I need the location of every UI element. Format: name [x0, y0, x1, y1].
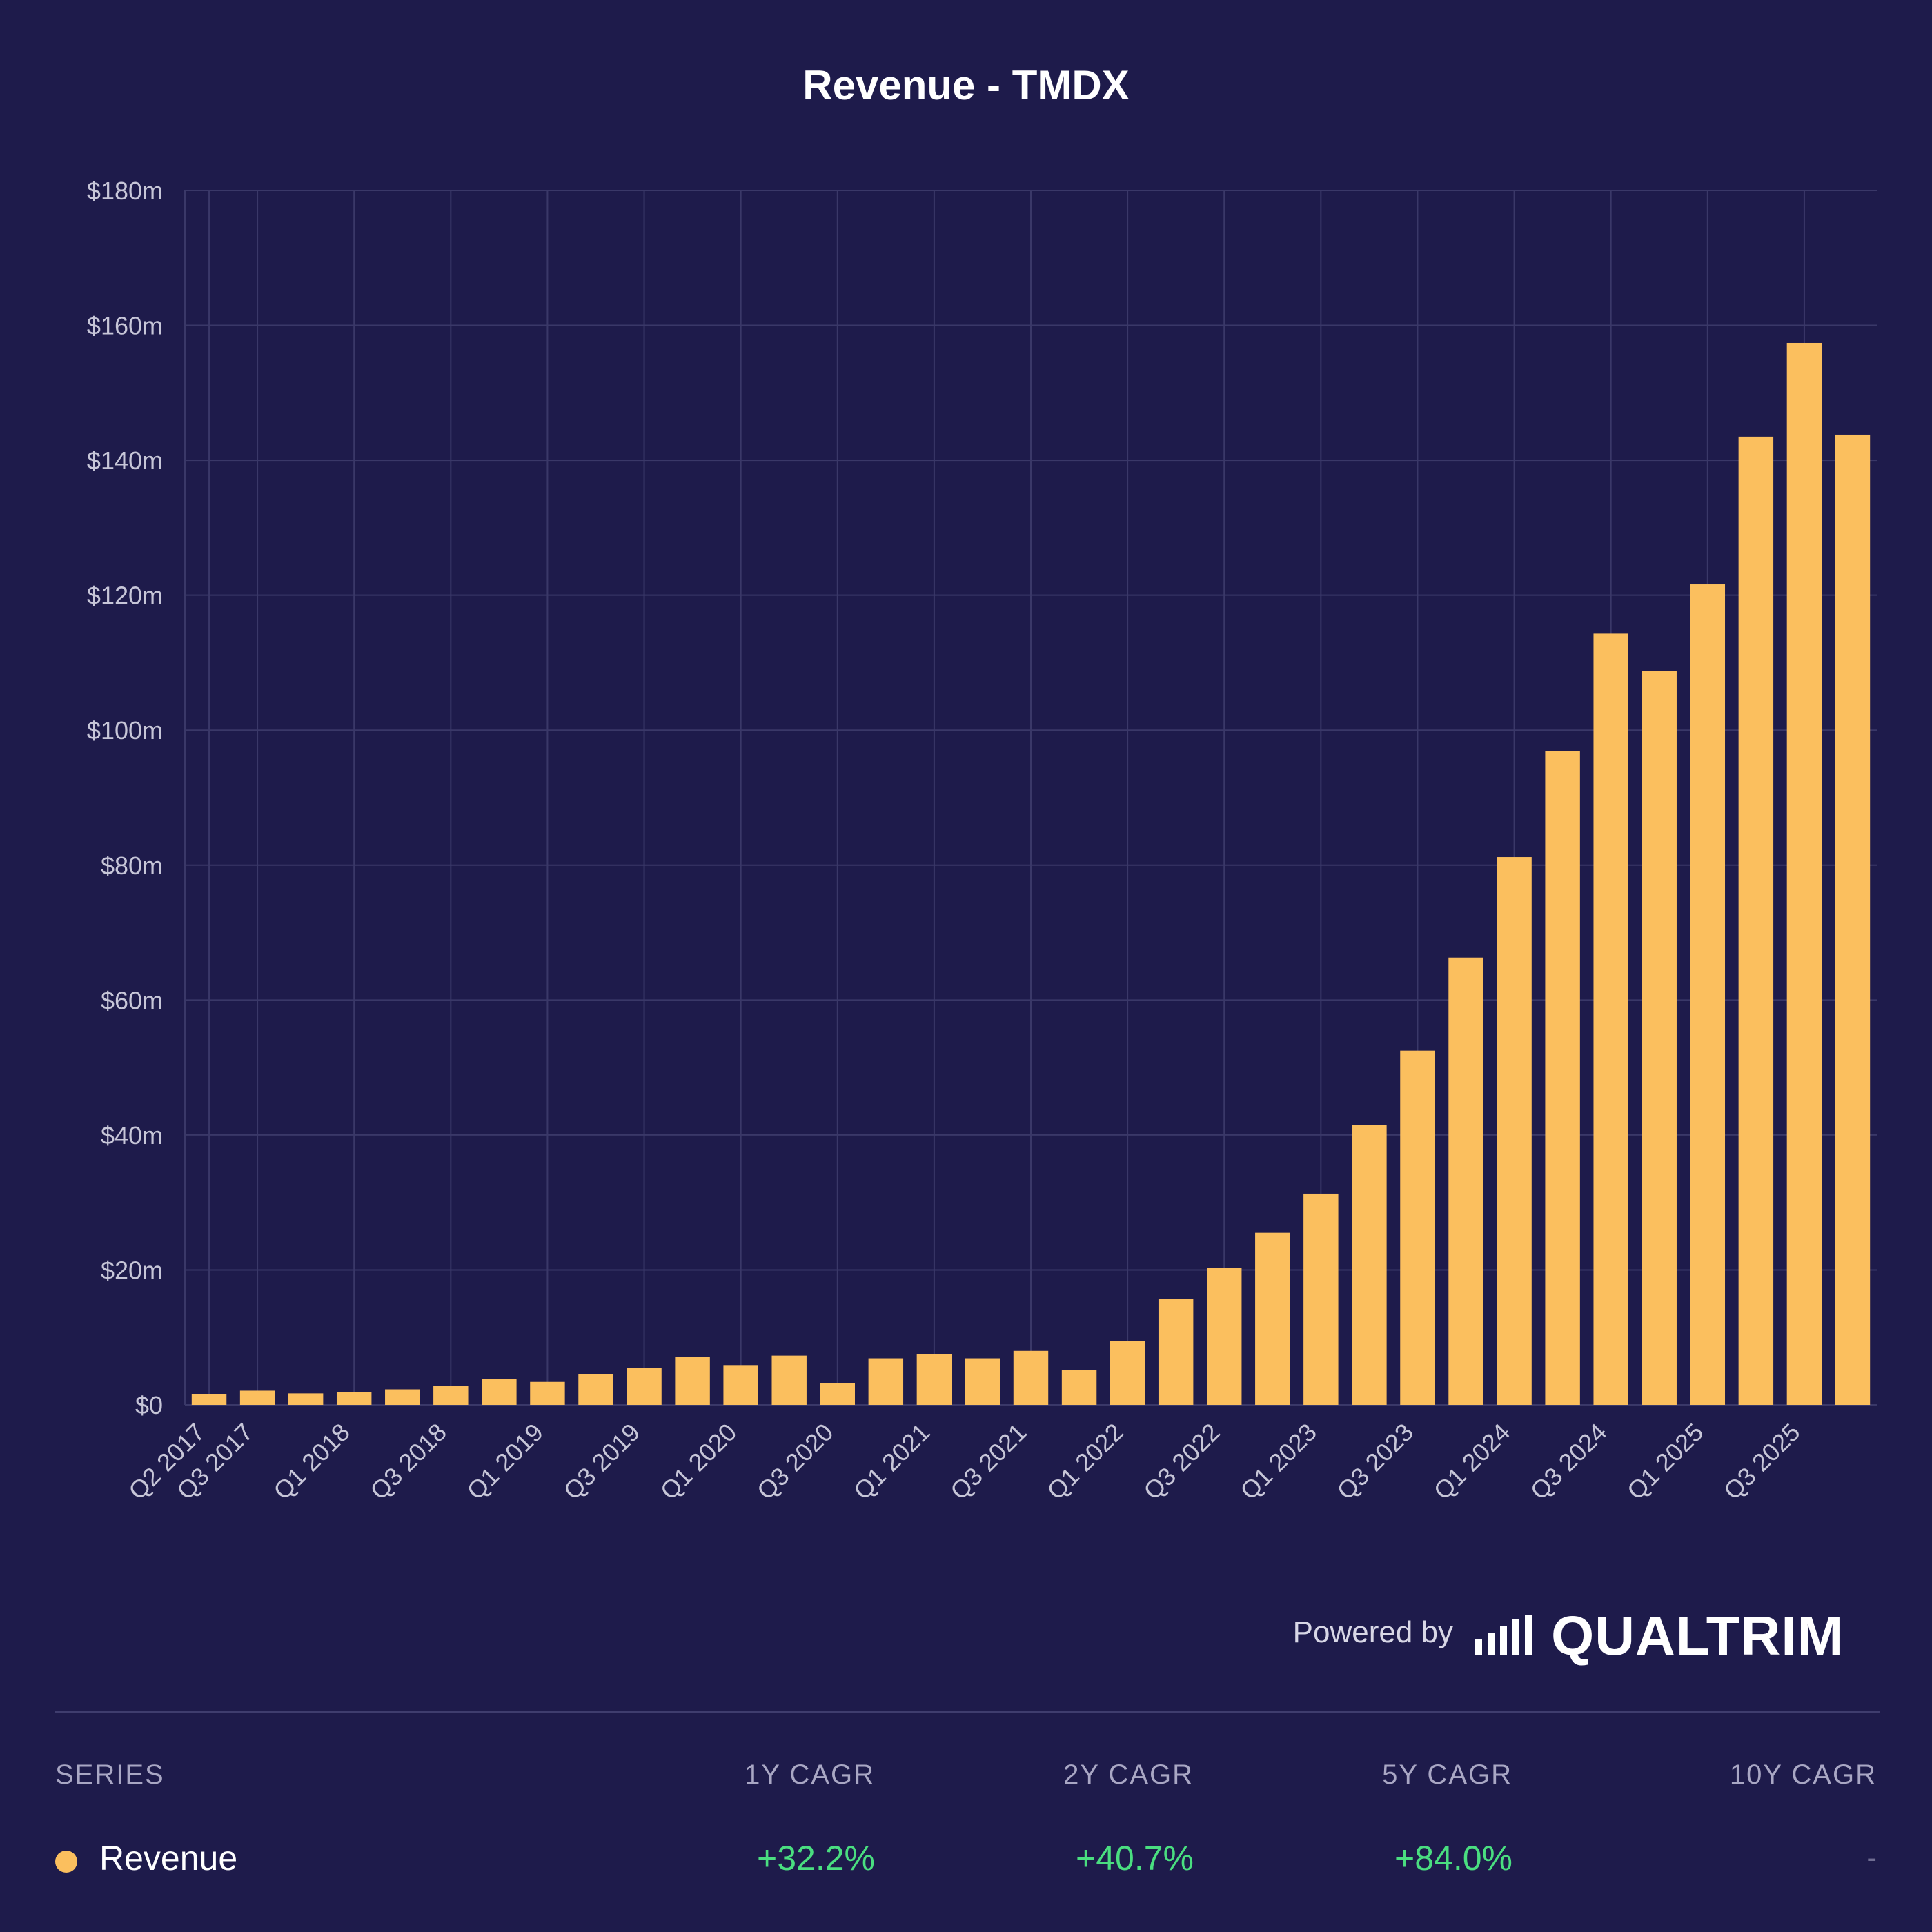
bar[interactable] — [1835, 434, 1871, 1405]
x-tick-label: Q3 2021 — [945, 1418, 1032, 1506]
bar[interactable] — [723, 1365, 758, 1405]
x-tick-label: Q3 2020 — [751, 1418, 839, 1506]
header-10y-cagr: 10Y CAGR — [1729, 1759, 1877, 1790]
x-tick-label: Q1 2019 — [461, 1418, 549, 1506]
divider — [55, 1711, 1880, 1713]
bar[interactable] — [1400, 1050, 1435, 1405]
y-tick-label: $160m — [87, 312, 163, 340]
bar[interactable] — [771, 1355, 807, 1405]
bar[interactable] — [1690, 584, 1726, 1405]
bar[interactable] — [1352, 1125, 1387, 1405]
bar[interactable] — [1497, 857, 1532, 1405]
bar[interactable] — [1255, 1232, 1290, 1405]
x-tick-label: Q3 2023 — [1331, 1418, 1419, 1506]
bar[interactable] — [868, 1358, 904, 1405]
y-tick-label: $80m — [101, 851, 163, 880]
qualtrim-bars-icon — [1475, 1615, 1532, 1655]
x-tick-label: Q1 2022 — [1041, 1418, 1129, 1506]
y-tick-label: $20m — [101, 1256, 163, 1284]
x-tick-label: Q3 2024 — [1525, 1418, 1613, 1506]
bar[interactable] — [1013, 1350, 1049, 1405]
x-tick-label: Q3 2022 — [1138, 1418, 1225, 1506]
bar[interactable] — [965, 1358, 1000, 1405]
bar[interactable] — [239, 1390, 275, 1405]
header-2y-cagr: 2Y CAGR — [1063, 1759, 1194, 1790]
x-tick-label: Q3 2025 — [1718, 1418, 1806, 1506]
x-tick-label: Q1 2021 — [848, 1418, 936, 1506]
bar[interactable] — [191, 1394, 227, 1405]
bar[interactable] — [627, 1368, 662, 1405]
bar[interactable] — [1593, 633, 1628, 1405]
bar[interactable] — [1642, 671, 1677, 1406]
x-tick-label: Q1 2018 — [268, 1418, 355, 1506]
bar[interactable] — [1786, 342, 1822, 1405]
value-1y-cagr: +32.2% — [757, 1839, 875, 1877]
value-10y-cagr: - — [1866, 1841, 1877, 1875]
y-tick-label: $0 — [135, 1391, 163, 1419]
bar[interactable] — [482, 1379, 517, 1405]
bar[interactable] — [1738, 436, 1774, 1405]
x-tick-label: Q3 2018 — [364, 1418, 452, 1506]
bar[interactable] — [288, 1393, 324, 1405]
header-1y-cagr: 1Y CAGR — [745, 1759, 875, 1790]
x-tick-label: Q1 2025 — [1621, 1418, 1709, 1506]
bar[interactable] — [1061, 1370, 1097, 1405]
chart-title: Revenue - TMDX — [802, 62, 1129, 108]
bar[interactable] — [1448, 957, 1483, 1405]
qualtrim-logo-text: QUALTRIM — [1551, 1605, 1844, 1666]
bar[interactable] — [336, 1392, 372, 1405]
y-tick-label: $100m — [87, 716, 163, 745]
bar[interactable] — [916, 1354, 952, 1405]
series-name: Revenue — [99, 1839, 238, 1877]
powered-by-label: Powered by — [1293, 1615, 1453, 1649]
x-tick-label: Q3 2019 — [558, 1418, 646, 1506]
powered-by-qualtrim[interactable]: Powered by QUALTRIM — [1293, 1605, 1844, 1666]
stats-row-revenue: Revenue +32.2% +40.7% +84.0% - — [0, 1835, 1932, 1885]
value-2y-cagr: +40.7% — [1076, 1839, 1194, 1877]
header-series: SERIES — [55, 1759, 165, 1790]
x-tick-label: Q1 2020 — [655, 1418, 742, 1506]
y-tick-label: $180m — [87, 177, 163, 205]
bar[interactable] — [820, 1383, 855, 1405]
x-tick-label: Q1 2023 — [1234, 1418, 1322, 1506]
bar[interactable] — [675, 1357, 710, 1405]
bar[interactable] — [1158, 1299, 1194, 1405]
bar[interactable] — [1110, 1341, 1145, 1405]
y-tick-label: $120m — [87, 582, 163, 610]
value-5y-cagr: +84.0% — [1394, 1839, 1512, 1877]
revenue-chart: Revenue - TMDX $0 $20m $40m $60m $80m $100m $1… — [87, 62, 1877, 1666]
bar[interactable] — [1545, 751, 1580, 1405]
bar[interactable] — [578, 1374, 613, 1405]
bar[interactable] — [530, 1381, 565, 1405]
y-tick-label: $140m — [87, 446, 163, 475]
bar[interactable] — [433, 1386, 469, 1405]
header-5y-cagr: 5Y CAGR — [1382, 1759, 1512, 1790]
stats-table-header: SERIES 1Y CAGR 2Y CAGR 5Y CAGR 10Y CAGR — [0, 1759, 1932, 1798]
revenue-legend-dot — [55, 1851, 77, 1873]
bar-series-revenue — [191, 342, 1871, 1406]
y-tick-label: $40m — [101, 1121, 163, 1150]
bar[interactable] — [1303, 1193, 1339, 1405]
x-tick-label: Q1 2024 — [1428, 1418, 1516, 1506]
y-axis: $0 $20m $40m $60m $80m $100m $120m $140m $160m $1… — [87, 177, 163, 1419]
bar[interactable] — [1207, 1268, 1242, 1405]
y-tick-label: $60m — [101, 986, 163, 1014]
bar[interactable] — [385, 1389, 420, 1405]
